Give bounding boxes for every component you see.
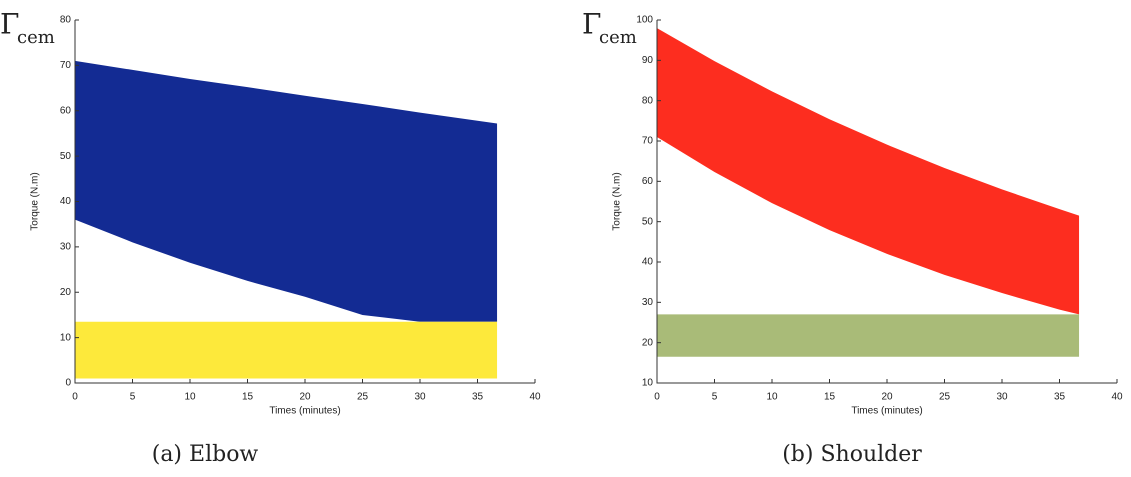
x-tick-label: 15 [824, 392, 836, 403]
band-area [657, 28, 1080, 315]
y-symbol-sub: cem [599, 27, 637, 48]
y-symbol-sub: cem [17, 27, 55, 48]
y-tick-label: 60 [60, 105, 72, 116]
y-tick-label: 10 [60, 332, 72, 343]
x-tick-label: 25 [939, 392, 951, 403]
y-tick-label: 80 [60, 15, 72, 26]
x-tick-label: 20 [881, 392, 893, 403]
caption: (b) Shoulder [782, 442, 922, 467]
band-area [75, 321, 498, 379]
y-tick-label: 10 [642, 378, 654, 389]
y-tick-label: 50 [642, 216, 654, 227]
y-symbol: Γ [0, 8, 19, 41]
x-tick-label: 10 [184, 392, 196, 403]
band-area [657, 314, 1080, 357]
x-tick-label: 0 [72, 392, 78, 403]
x-tick-label: 0 [654, 392, 660, 403]
band-area [75, 60, 498, 322]
y-axis-label: Torque (N.m) [612, 172, 623, 230]
x-axis-label: Times (minutes) [851, 406, 922, 417]
x-tick-label: 35 [472, 392, 484, 403]
y-tick-label: 90 [642, 55, 654, 66]
y-tick-label: 70 [60, 60, 72, 71]
x-tick-label: 5 [130, 392, 136, 403]
y-tick-label: 70 [642, 136, 654, 147]
y-tick-label: 30 [642, 297, 654, 308]
y-tick-label: 40 [642, 257, 654, 268]
x-tick-label: 35 [1054, 392, 1066, 403]
y-tick-label: 30 [60, 242, 72, 253]
x-tick-label: 30 [996, 392, 1008, 403]
y-tick-label: 50 [60, 151, 72, 162]
x-axis-label: Times (minutes) [269, 406, 340, 417]
y-tick-label: 60 [642, 176, 654, 187]
x-tick-label: 40 [529, 392, 541, 403]
x-tick-label: 15 [242, 392, 254, 403]
y-axis-label: Torque (N.m) [30, 172, 41, 230]
y-tick-label: 20 [642, 337, 654, 348]
y-symbol: Γ [582, 8, 601, 41]
y-tick-label: 100 [636, 15, 653, 26]
y-tick-label: 0 [65, 378, 71, 389]
x-tick-label: 20 [299, 392, 311, 403]
y-tick-label: 40 [60, 196, 72, 207]
x-tick-label: 25 [357, 392, 369, 403]
caption: (a) Elbow [152, 442, 259, 467]
x-tick-label: 30 [414, 392, 426, 403]
x-tick-label: 5 [712, 392, 718, 403]
y-tick-label: 20 [60, 287, 72, 298]
x-tick-label: 40 [1111, 392, 1123, 403]
x-tick-label: 10 [766, 392, 778, 403]
y-tick-label: 80 [642, 95, 654, 106]
